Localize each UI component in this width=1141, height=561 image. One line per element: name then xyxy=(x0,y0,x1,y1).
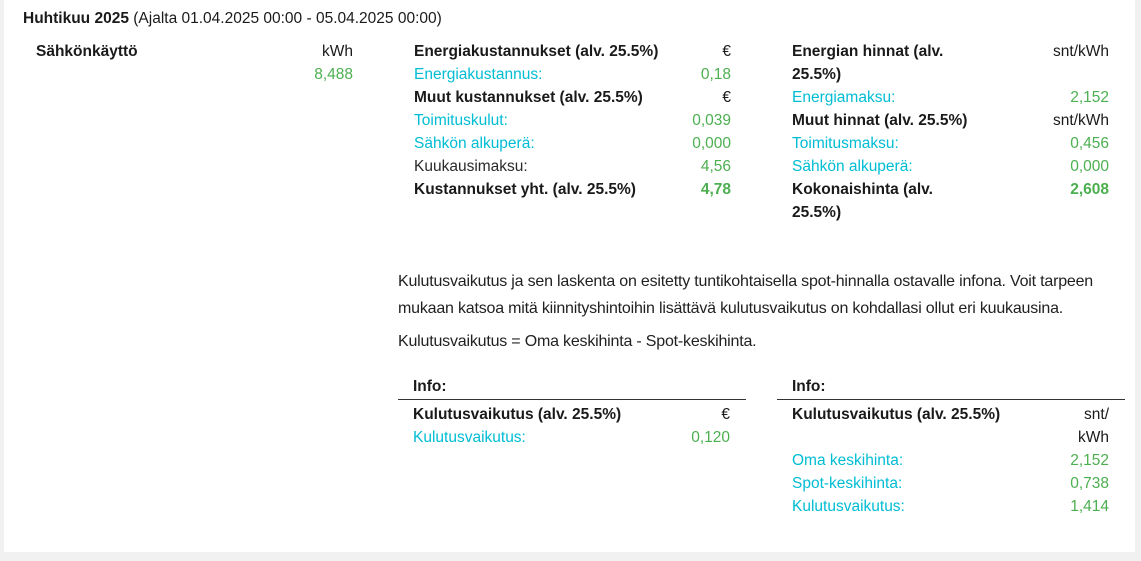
costs-title: Energiakustannukset (alv. 25.5%) xyxy=(414,43,659,60)
muut-hinnat-title: Muut hinnat (alv. 25.5%) xyxy=(792,112,968,129)
prices-total-label: Kokonaishinta (alv. 25.5%) xyxy=(792,181,933,221)
kuukausimaksu-row: Kuukausimaksu: 4,56 xyxy=(414,155,731,178)
costs-total-row: Kustannukset yht. (alv. 25.5%) 4,78 xyxy=(414,178,731,201)
info-snt-header-row: Kulutusvaikutus (alv. 25.5%) snt/ kWh xyxy=(777,403,1125,449)
prices-total-row: Kokonaishinta (alv. 25.5%) 2,608 xyxy=(792,178,1109,224)
alkupera-cost-value: 0,000 xyxy=(692,135,731,152)
month-title: Huhtikuu 2025 xyxy=(23,10,129,27)
info-snt-body: Kulutusvaikutus (alv. 25.5%) snt/ kWh Om… xyxy=(777,400,1125,518)
info-snt-spot-value: 0,738 xyxy=(1070,475,1109,492)
notes-paragraph-1: Kulutusvaikutus ja sen laskenta on esite… xyxy=(398,273,1094,317)
usage-header-row: Sähkönkäyttö kWh xyxy=(36,40,353,63)
prices-total-value: 2,608 xyxy=(1070,181,1109,198)
alkupera-price-link[interactable]: Sähkön alkuperä: xyxy=(792,158,913,175)
report-card: Huhtikuu 2025 (Ajalta 01.04.2025 00:00 -… xyxy=(4,0,1135,552)
notes-section: Kulutusvaikutus ja sen laskenta on esite… xyxy=(398,268,1098,355)
info-snt-title: Info: xyxy=(777,377,1125,400)
toimituskulut-link[interactable]: Toimituskulut: xyxy=(414,112,508,129)
usage-value-row: 8,488 xyxy=(36,63,353,86)
info-eur-header-unit: € xyxy=(721,406,730,423)
energiamaksu-link[interactable]: Energiamaksu: xyxy=(792,89,896,106)
info-eur-header-row: Kulutusvaikutus (alv. 25.5%) € xyxy=(398,403,746,426)
energy-costs-column: Energiakustannukset (alv. 25.5%) € Energ… xyxy=(414,40,731,224)
costs-total-label: Kustannukset yht. (alv. 25.5%) xyxy=(414,181,636,198)
info-snt-oma-row: Oma keskihinta: 2,152 xyxy=(777,449,1125,472)
energy-prices-column: Energian hinnat (alv. 25.5%) snt/kWh Ene… xyxy=(792,40,1109,224)
muut-kustannukset-header-row: Muut kustannukset (alv. 25.5%) € xyxy=(414,86,731,109)
energiamaksu-row: Energiamaksu: 2,152 xyxy=(792,86,1109,109)
prices-header-row: Energian hinnat (alv. 25.5%) snt/kWh xyxy=(792,40,1109,86)
toimituskulut-value: 0,039 xyxy=(692,112,731,129)
period-range: (Ajalta 01.04.2025 00:00 - 05.04.2025 00… xyxy=(133,10,442,27)
muut-kustannukset-unit: € xyxy=(722,89,731,106)
usage-column: Sähkönkäyttö kWh 8,488 xyxy=(36,40,353,224)
info-snt-spot-row: Spot-keskihinta: 0,738 xyxy=(777,472,1125,495)
muut-hinnat-header-row: Muut hinnat (alv. 25.5%) snt/kWh xyxy=(792,109,1109,132)
info-snt-kulutusvaikutus-row: Kulutusvaikutus: 1,414 xyxy=(777,495,1125,518)
prices-unit: snt/kWh xyxy=(1053,43,1109,60)
report-period-title: Huhtikuu 2025 (Ajalta 01.04.2025 00:00 -… xyxy=(23,7,1135,30)
prices-title: Energian hinnat (alv. 25.5%) xyxy=(792,43,944,83)
info-snt-header-unit: snt/ kWh xyxy=(1078,403,1109,449)
info-snt-header-label: Kulutusvaikutus (alv. 25.5%) xyxy=(792,406,1001,423)
muut-kustannukset-title: Muut kustannukset (alv. 25.5%) xyxy=(414,89,643,106)
toimitusmaksu-value: 0,456 xyxy=(1070,135,1109,152)
info-table-eur: Info: Kulutusvaikutus (alv. 25.5%) € Kul… xyxy=(398,377,746,518)
summary-section: Sähkönkäyttö kWh 8,488 Energiakustannuks… xyxy=(36,40,1135,224)
info-snt-spot-link[interactable]: Spot-keskihinta: xyxy=(792,475,903,492)
info-eur-body: Kulutusvaikutus (alv. 25.5%) € Kulutusva… xyxy=(398,400,746,449)
usage-unit: kWh xyxy=(322,43,353,60)
info-snt-oma-value: 2,152 xyxy=(1070,452,1109,469)
toimituskulut-row: Toimituskulut: 0,039 xyxy=(414,109,731,132)
info-eur-kulutusvaikutus-value: 0,120 xyxy=(691,429,730,446)
energiakustannus-link[interactable]: Energiakustannus: xyxy=(414,66,543,83)
kuukausimaksu-label: Kuukausimaksu: xyxy=(414,158,528,175)
alkupera-cost-link[interactable]: Sähkön alkuperä: xyxy=(414,135,535,152)
energiakustannus-row: Energiakustannus: 0,18 xyxy=(414,63,731,86)
info-eur-header-label: Kulutusvaikutus (alv. 25.5%) xyxy=(413,406,622,423)
alkupera-price-value: 0,000 xyxy=(1070,158,1109,175)
alkupera-cost-row: Sähkön alkuperä: 0,000 xyxy=(414,132,731,155)
notes-paragraph-2: Kulutusvaikutus = Oma keskihinta - Spot-… xyxy=(398,333,757,350)
costs-unit: € xyxy=(722,43,731,60)
costs-total-value: 4,78 xyxy=(700,181,731,198)
info-snt-kulutusvaikutus-link[interactable]: Kulutusvaikutus: xyxy=(792,498,905,515)
toimitusmaksu-link[interactable]: Toimitusmaksu: xyxy=(792,135,899,152)
energiamaksu-value: 2,152 xyxy=(1070,89,1109,106)
info-section: Info: Kulutusvaikutus (alv. 25.5%) € Kul… xyxy=(398,377,1135,518)
info-eur-kulutusvaikutus-link[interactable]: Kulutusvaikutus: xyxy=(413,429,526,446)
usage-title: Sähkönkäyttö xyxy=(36,43,138,60)
costs-header-row: Energiakustannukset (alv. 25.5%) € xyxy=(414,40,731,63)
info-snt-kulutusvaikutus-value: 1,414 xyxy=(1070,498,1109,515)
info-eur-kulutusvaikutus-row: Kulutusvaikutus: 0,120 xyxy=(398,426,746,449)
kuukausimaksu-value: 4,56 xyxy=(700,158,731,175)
usage-value: 8,488 xyxy=(314,66,353,83)
toimitusmaksu-row: Toimitusmaksu: 0,456 xyxy=(792,132,1109,155)
alkupera-price-row: Sähkön alkuperä: 0,000 xyxy=(792,155,1109,178)
muut-hinnat-unit: snt/kWh xyxy=(1053,112,1109,129)
info-snt-unit-line2: kWh xyxy=(1078,429,1109,446)
energiakustannus-value: 0,18 xyxy=(700,66,731,83)
info-eur-title: Info: xyxy=(398,377,746,400)
info-snt-oma-link[interactable]: Oma keskihinta: xyxy=(792,452,904,469)
info-table-snt: Info: Kulutusvaikutus (alv. 25.5%) snt/ … xyxy=(777,377,1125,518)
info-snt-unit-line1: snt/ xyxy=(1084,406,1109,423)
